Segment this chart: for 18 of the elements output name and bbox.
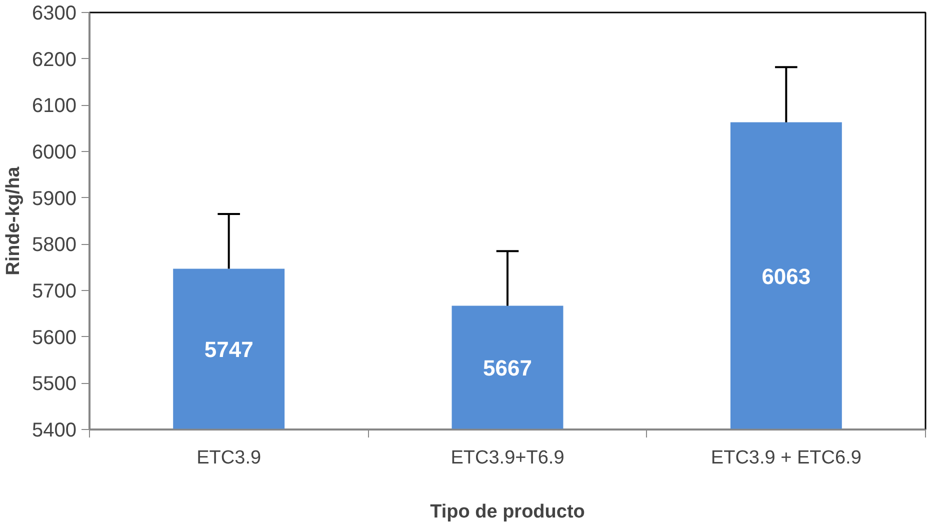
y-tick-label: 6000 [32, 142, 77, 164]
y-tick-label: 6100 [32, 95, 77, 118]
y-axis-title: Rinde-kg/ha [3, 166, 24, 276]
data-label: 5747 [204, 337, 254, 362]
x-tick-label: ETC3.9 [196, 448, 262, 468]
y-tick-label: 5800 [32, 234, 77, 256]
x-tick-label: ETC3.9 + ETC6.9 [710, 448, 862, 468]
data-label: 6063 [762, 264, 811, 289]
y-tick-label: 5900 [32, 188, 77, 210]
y-tick-label: 6300 [32, 2, 77, 24]
y-tick-label: 5500 [32, 373, 77, 396]
y-tick-label: 5700 [32, 280, 77, 302]
x-axis-title: Tipo de producto [430, 502, 585, 522]
data-label: 5667 [483, 356, 532, 381]
x-tick-label: ETC3.9+T6.9 [450, 448, 564, 468]
y-tick-label: 5600 [32, 326, 77, 349]
y-tick-label: 6200 [32, 48, 77, 71]
y-tick-label: 5400 [32, 420, 77, 442]
